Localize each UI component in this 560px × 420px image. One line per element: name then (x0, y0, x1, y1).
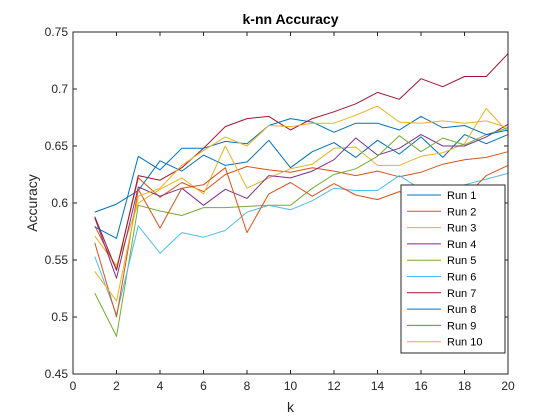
legend-label-run-6: Run 6 (447, 272, 476, 284)
legend: Run 1 Run 2 Run 3 Run 4 Run 5 Run 6 Run 7 Run 8… (400, 184, 506, 354)
x-tick-label: 4 (157, 379, 164, 393)
tick-layer: 0 2 4 6 8 10 12 14 16 18 20 0.45 0.5 0.55 0.6 0.65 0.7 0.… (45, 25, 515, 393)
x-tick-label: 20 (501, 379, 515, 393)
series-line-run-10 (94, 105, 509, 302)
x-tick-label: 12 (327, 379, 341, 393)
legend-label-run-4: Run 4 (447, 239, 476, 251)
legend-label-run-1: Run 1 (447, 190, 476, 202)
series-line-run-1 (94, 134, 509, 213)
y-tick-label: 0.5 (51, 310, 68, 324)
y-tick-label: 0.6 (51, 196, 68, 210)
legend-label-run-2: Run 2 (447, 206, 476, 218)
x-tick-label: 8 (244, 379, 251, 393)
y-tick-label: 0.55 (45, 253, 69, 267)
y-tick-label: 0.65 (45, 139, 69, 153)
y-tick-label: 0.7 (51, 82, 68, 96)
x-axis-label: k (287, 399, 295, 415)
y-tick-label: 0.75 (45, 25, 69, 39)
series-line-run-5 (94, 127, 509, 337)
x-tick-label: 0 (70, 379, 77, 393)
chart-title: k-nn Accuracy (243, 11, 339, 27)
series-line-run-7 (94, 53, 509, 271)
legend-label-run-7: Run 7 (447, 288, 476, 300)
x-tick-label: 14 (371, 379, 385, 393)
y-axis-label: Accuracy (24, 174, 40, 232)
series-line-run-8 (94, 115, 509, 239)
x-tick-label: 2 (113, 379, 120, 393)
series-line-run-3 (94, 107, 509, 267)
legend-label-run-10: Run 10 (447, 337, 482, 349)
legend-label-run-3: Run 3 (447, 223, 476, 235)
legend-label-run-5: Run 5 (447, 255, 476, 267)
series-layer (94, 53, 509, 337)
series-line-run-4 (94, 123, 509, 279)
x-tick-label: 18 (458, 379, 472, 393)
x-tick-label: 10 (284, 379, 298, 393)
x-tick-label: 16 (414, 379, 428, 393)
legend-label-run-8: Run 8 (447, 304, 476, 316)
legend-label-run-9: Run 9 (447, 320, 476, 332)
x-tick-label: 6 (200, 379, 207, 393)
y-tick-label: 0.45 (45, 367, 69, 381)
